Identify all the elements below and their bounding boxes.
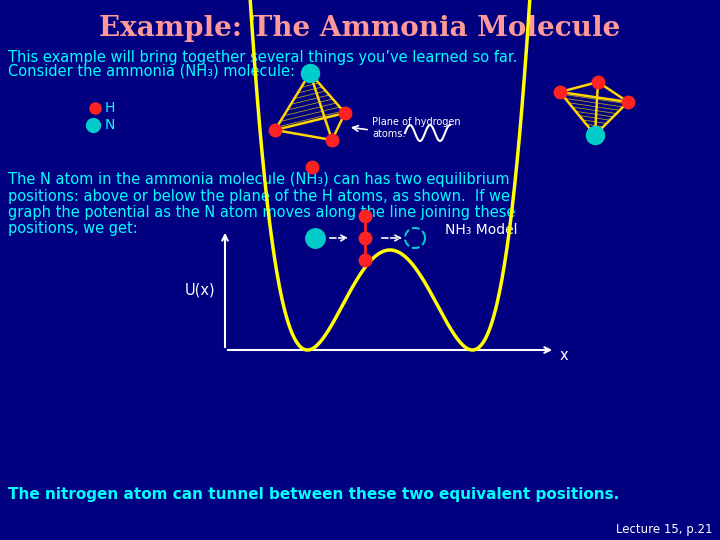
Text: Plane of hydrogen
atoms.: Plane of hydrogen atoms.: [372, 117, 461, 139]
Text: This example will bring together several things you’ve learned so far.: This example will bring together several…: [8, 50, 518, 65]
Text: NH₃ Model: NH₃ Model: [445, 223, 518, 237]
Text: N: N: [105, 118, 115, 132]
Text: U(x): U(x): [184, 282, 215, 298]
Text: The N atom in the ammonia molecule (NH₃) can has two equilibrium: The N atom in the ammonia molecule (NH₃)…: [8, 172, 510, 187]
Text: The nitrogen atom can tunnel between these two equivalent positions.: The nitrogen atom can tunnel between the…: [8, 487, 619, 502]
Text: graph the potential as the N atom moves along the line joining these: graph the potential as the N atom moves …: [8, 205, 516, 220]
Text: positions, we get:: positions, we get:: [8, 221, 138, 237]
Text: H: H: [105, 101, 115, 115]
Text: positions: above or below the plane of the H atoms, as shown.  If we: positions: above or below the plane of t…: [8, 188, 510, 204]
Text: Consider the ammonia (NH₃) molecule:: Consider the ammonia (NH₃) molecule:: [8, 64, 295, 79]
Text: Example: The Ammonia Molecule: Example: The Ammonia Molecule: [99, 15, 621, 42]
Text: x: x: [560, 348, 569, 362]
Text: Lecture 15, p.21: Lecture 15, p.21: [616, 523, 712, 536]
